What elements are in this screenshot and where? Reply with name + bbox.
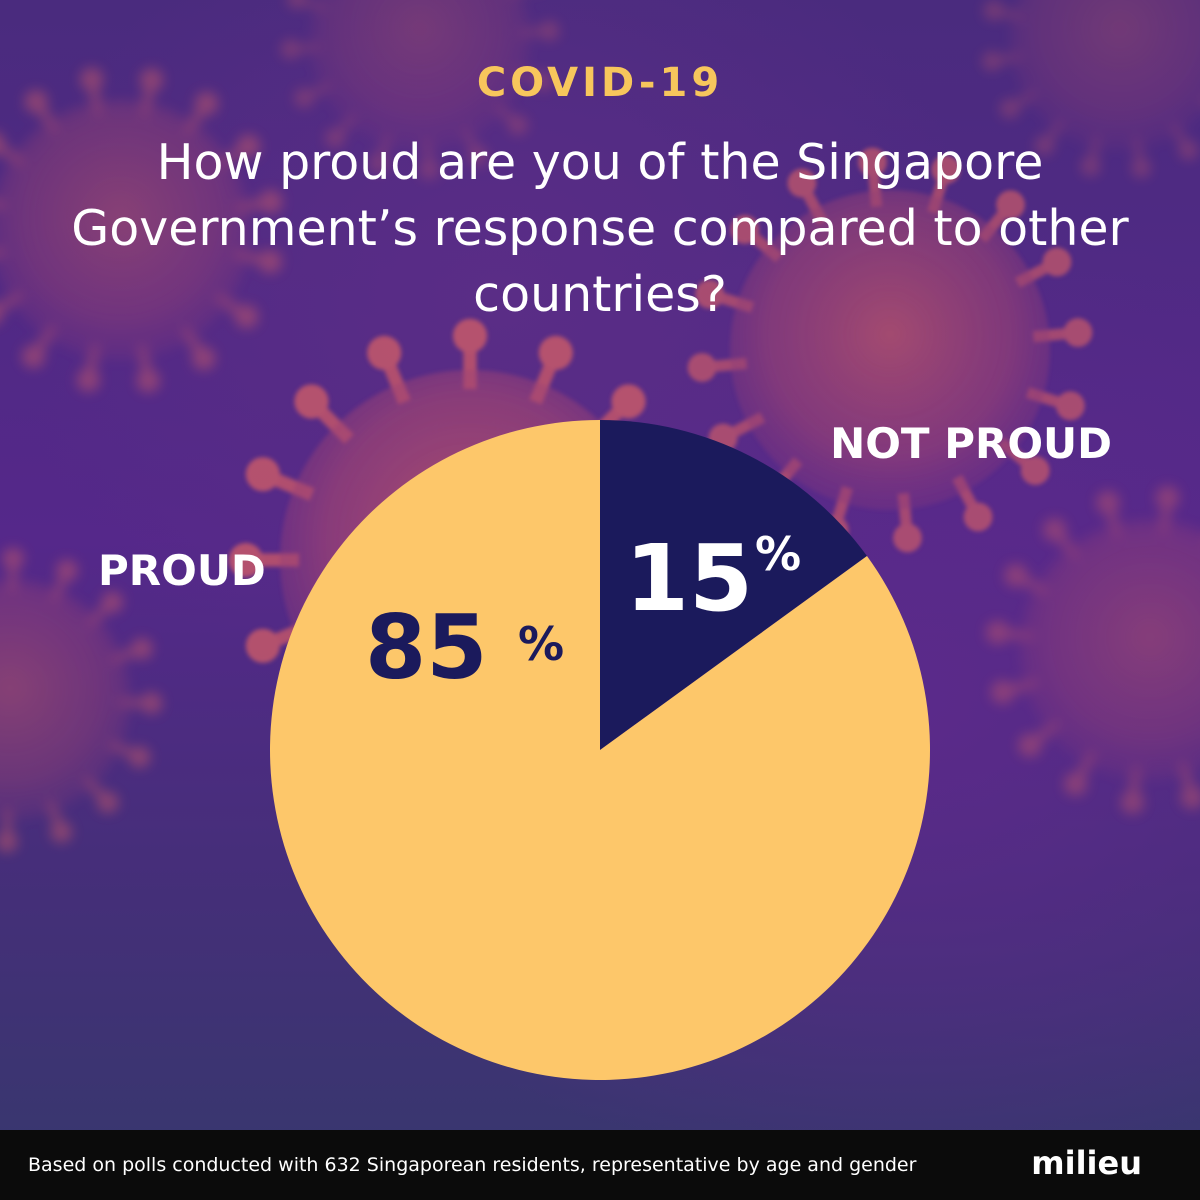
chart-title: How proud are you of the Singapore Gover… [71,134,1129,323]
slice-unit-proud: % [518,617,564,671]
slice-value-not-proud: 15 [625,525,753,632]
virus-particle [0,547,163,853]
source-footnote: Based on polls conducted with 632 Singap… [28,1154,917,1176]
footer-bar: Based on polls conducted with 632 Singap… [0,1130,1200,1200]
topic-kicker: COVID-19 [476,60,724,106]
brand-logo: milieu [1031,1144,1142,1182]
virus-particle [280,0,560,180]
virus-particle [0,67,283,393]
slice-unit-not-proud: % [755,527,801,581]
slice-value-proud: 85 [365,596,487,699]
virus-particle [985,485,1200,815]
slice-label-proud: PROUD [98,546,266,595]
pie-slice-not-proud [600,420,867,750]
pie-slice-proud [269,420,930,1081]
slice-label-not-proud: NOT PROUD [830,419,1112,468]
virus-particle [982,0,1200,178]
